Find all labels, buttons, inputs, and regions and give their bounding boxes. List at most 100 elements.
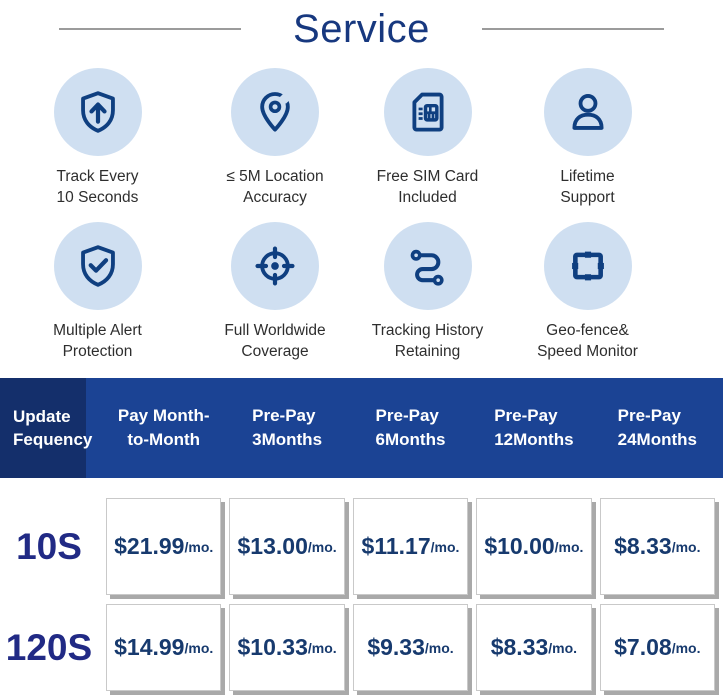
feature-full-worldwide-coverage: Full Worldwide Coverage (195, 222, 355, 362)
price-amount: $9.33 (367, 634, 425, 660)
feature-label: Multiple Alert Protection (53, 320, 142, 362)
location-pin-icon (231, 68, 319, 156)
crosshair-icon (231, 222, 319, 310)
feature-label-line1: Multiple Alert (53, 322, 142, 339)
price-amount: $14.99 (114, 634, 185, 660)
price-amount: $7.08 (614, 634, 672, 660)
title-rule-right (481, 28, 664, 30)
feature-label: Track Every 10 Seconds (56, 166, 138, 208)
price-cell: $9.33/mo. (352, 604, 469, 691)
price-unit: /mo. (184, 639, 214, 656)
price-amount: $8.33 (490, 634, 549, 660)
price-unit: /mo. (554, 538, 584, 555)
feature-track-every-10-seconds: Track Every 10 Seconds (0, 68, 195, 208)
price-unit: /mo. (671, 538, 701, 555)
page-title: Service (293, 6, 430, 51)
features-grid: Track Every 10 Seconds ≤ 5M Location Acc… (0, 56, 723, 370)
corner-header-line2: Fequency (13, 430, 93, 449)
price-cell: $14.99/mo. (106, 604, 222, 691)
column-header-line1: Pre-Pay (494, 406, 558, 425)
price-unit: /mo. (548, 639, 578, 656)
column-header-prepay-24months: Pre-Pay 24Months (600, 404, 715, 452)
feature-label: Tracking History Retaining (372, 320, 483, 362)
column-header-line2: 3Months (252, 430, 323, 449)
price-cell: $8.33/mo. (476, 604, 592, 691)
price-amount: $11.17 (361, 533, 431, 559)
column-header-prepay-12months: Pre-Pay 12Months (476, 404, 591, 452)
column-header-line1: Pre-Pay (617, 406, 681, 425)
price-cell: $7.08/mo. (599, 604, 715, 691)
feature-lifetime-support: Lifetime Support (500, 68, 675, 208)
person-icon (543, 68, 632, 156)
feature-label-line2: Protection (62, 343, 133, 360)
feature-geofence-speed-monitor: Geo-fence& Speed Monitor (500, 222, 675, 362)
column-header-line2: 6Months (375, 430, 446, 449)
feature-multiple-alert-protection: Multiple Alert Protection (0, 222, 195, 362)
feature-label-line1: ≤ 5M Location (226, 168, 324, 185)
row-label-120s: 120S (5, 626, 93, 668)
price-amount: $10.00 (484, 533, 555, 559)
feature-label-line2: Coverage (241, 343, 309, 360)
feature-label: Lifetime Support (560, 166, 614, 208)
feature-label-line2: Speed Monitor (537, 343, 638, 360)
row-label-10s: 10S (16, 525, 82, 567)
column-header-line2: 24Months (617, 430, 697, 449)
route-icon (383, 222, 472, 310)
feature-label-line1: Track Every (56, 168, 139, 185)
feature-label-line1: Full Worldwide (224, 322, 326, 339)
pricing-header-band: Update Fequency Pay Month- to-Month Pre-… (0, 378, 723, 478)
column-header-line1: Pay Month- (117, 406, 210, 425)
feature-label: Geo-fence& Speed Monitor (537, 320, 638, 362)
price-amount: $13.00 (237, 533, 308, 559)
price-cell: $21.99/mo. (106, 498, 222, 595)
pricing-header-grid: Update Fequency Pay Month- to-Month Pre-… (0, 378, 723, 478)
feature-label: Full Worldwide Coverage (224, 320, 325, 362)
feature-label-line2: Accuracy (243, 189, 307, 206)
feature-label-line2: Included (398, 189, 457, 206)
price-amount: $8.33 (614, 533, 672, 559)
feature-label: ≤ 5M Location Accuracy (226, 166, 323, 208)
pricing-header-corner-bg (0, 378, 86, 478)
corner-header-line1: Update (13, 407, 71, 426)
column-header-line1: Pre-Pay (375, 406, 439, 425)
price-cell: $10.33/mo. (229, 604, 345, 691)
feature-label-line2: 10 Seconds (56, 189, 139, 206)
price-cell: $11.17/mo. (352, 498, 469, 595)
price-unit: /mo. (424, 639, 454, 656)
price-unit: /mo. (671, 639, 701, 656)
price-unit: /mo. (307, 538, 337, 555)
feature-label: Free SIM Card Included (377, 166, 479, 208)
column-header-prepay-6months: Pre-Pay 6Months (353, 404, 468, 452)
feature-tracking-history-retaining: Tracking History Retaining (355, 222, 500, 362)
column-header-update-frequency: Update Fequency (0, 405, 98, 451)
shield-arrow-up-icon (53, 68, 142, 156)
feature-label-line1: Free SIM Card (376, 168, 479, 185)
price-cell: $8.33/mo. (599, 498, 715, 595)
price-unit: /mo. (430, 538, 460, 555)
title-rule-left (59, 28, 242, 30)
feature-free-sim-card: Free SIM Card Included (355, 68, 500, 208)
price-amount: $10.33 (237, 634, 308, 660)
feature-label-line1: Lifetime (560, 168, 615, 185)
feature-location-accuracy: ≤ 5M Location Accuracy (195, 68, 355, 208)
column-header-line1: Pre-Pay (252, 406, 316, 425)
table-row-120s: 120S $14.99/mo. $10.33/mo. $9.33/mo. $8.… (0, 604, 723, 691)
price-unit: /mo. (307, 639, 337, 656)
feature-label-line1: Tracking History (371, 322, 484, 339)
geo-fence-icon (543, 222, 632, 310)
column-header-line2: 12Months (494, 430, 574, 449)
price-cell: $10.00/mo. (476, 498, 592, 595)
sim-card-icon (383, 68, 472, 156)
feature-label-line1: Geo-fence& (546, 322, 629, 339)
feature-label-line2: Retaining (394, 343, 461, 360)
title-row: Service (0, 0, 723, 56)
column-header-prepay-3months: Pre-Pay 3Months (229, 404, 344, 452)
pricing-rows: 10S $21.99/mo. $13.00/mo. $11.17/mo. $10… (0, 498, 723, 691)
shield-check-icon (53, 222, 142, 310)
column-header-line2: to-Month (127, 430, 201, 449)
table-row-10s: 10S $21.99/mo. $13.00/mo. $11.17/mo. $10… (0, 498, 723, 595)
price-amount: $21.99 (114, 533, 185, 559)
column-header-pay-month-to-month: Pay Month- to-Month (106, 404, 221, 452)
feature-label-line2: Support (560, 189, 615, 206)
price-unit: /mo. (184, 538, 214, 555)
